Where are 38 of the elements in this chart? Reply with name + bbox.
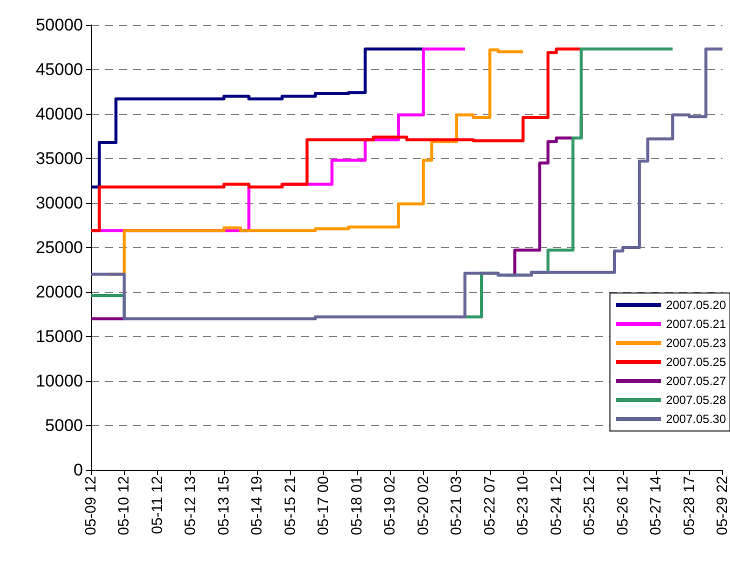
x-tick-label: 05-28 17 (680, 476, 698, 536)
x-tick-label: 05-12 13 (182, 476, 200, 536)
x-tick-label: 05-23 10 (514, 476, 532, 536)
y-tick-label: 50000 (36, 16, 83, 34)
x-tick-label: 05-14 19 (248, 476, 266, 536)
x-tick-label: 05-22 07 (481, 476, 498, 536)
legend-label: 2007.05.30 (666, 412, 726, 426)
legend-label: 2007.05.20 (666, 298, 726, 312)
x-tick-label: 05-15 21 (282, 476, 299, 536)
y-tick-label: 10000 (36, 372, 83, 390)
x-tick-label: 05-25 12 (581, 476, 598, 536)
y-tick-label: 0 (74, 460, 83, 480)
x-tick-label: 05-17 00 (315, 476, 332, 536)
x-tick-label: 05-09 12 (82, 476, 100, 536)
y-tick-label: 25000 (36, 238, 83, 257)
legend-label: 2007.05.23 (666, 336, 726, 350)
x-tick-label: 05-29 22 (714, 476, 730, 536)
legend-label: 2007.05.27 (666, 374, 726, 388)
x-tick-label: 05-19 02 (382, 476, 399, 536)
x-tick-label: 05-21 03 (448, 476, 466, 536)
x-tick-label: 05-11 12 (148, 476, 166, 534)
y-tick-label: 20000 (36, 282, 83, 302)
legend-label: 2007.05.21 (666, 317, 726, 331)
y-tick-label: 5000 (45, 416, 83, 435)
x-tick-label: 05-24 12 (548, 476, 565, 536)
x-tick-label: 05-20 02 (414, 476, 432, 536)
legend-label: 2007.05.28 (666, 393, 726, 407)
y-tick-label: 30000 (36, 194, 83, 212)
x-tick-label: 05-18 01 (348, 476, 366, 536)
x-tick-label: 05-27 14 (648, 476, 665, 536)
x-tick-label: 05-13 15 (215, 476, 232, 536)
x-tick-label: 05-10 12 (116, 476, 133, 536)
x-tick-label: 05-26 12 (614, 476, 632, 536)
y-tick-label: 35000 (36, 149, 83, 168)
y-tick-label: 40000 (36, 104, 83, 124)
y-tick-label: 45000 (36, 60, 83, 79)
y-tick-label: 15000 (36, 327, 83, 346)
legend-label: 2007.05.25 (666, 355, 726, 369)
